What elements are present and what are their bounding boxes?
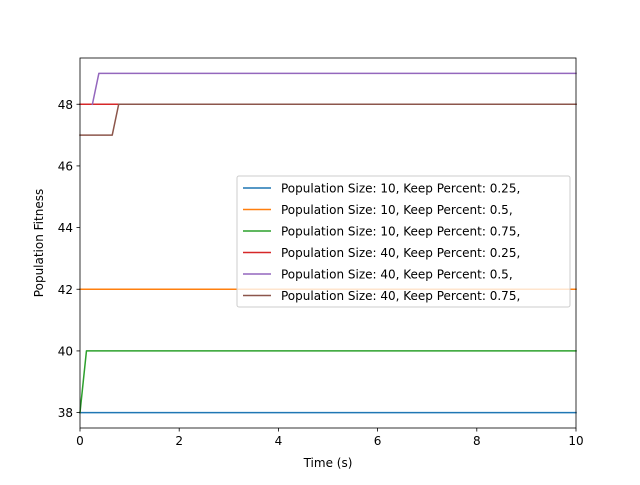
x-tick-label: 2 — [175, 434, 183, 448]
x-tick-label: 10 — [568, 434, 583, 448]
legend-label-5: Population Size: 40, Keep Percent: 0.5, — [281, 268, 513, 282]
series-layer — [79, 72, 577, 414]
x-tick-label: 8 — [473, 434, 481, 448]
legend-label-1: Population Size: 10, Keep Percent: 0.25, — [281, 182, 520, 196]
legend-box — [236, 175, 571, 308]
legend-label-2: Population Size: 10, Keep Percent: 0.5, — [281, 203, 513, 217]
legend-label-3: Population Size: 10, Keep Percent: 0.75, — [281, 225, 520, 239]
y-tick-label: 42 — [58, 283, 73, 297]
y-tick-label: 40 — [58, 344, 73, 358]
y-tick-label: 44 — [58, 221, 73, 235]
legend-label-6: Population Size: 40, Keep Percent: 0.75, — [281, 289, 520, 303]
y-tick-label: 38 — [58, 406, 73, 420]
y-axis-label: Population Fitness — [32, 189, 46, 297]
series-line-5 — [91, 72, 577, 106]
plot-frame — [79, 57, 577, 429]
series-line-6 — [79, 103, 577, 136]
x-tick-label: 6 — [374, 434, 382, 448]
y-tick-label: 46 — [58, 159, 73, 173]
legend: Population Size: 10, Keep Percent: 0.25,… — [236, 175, 571, 308]
x-tick-label: 0 — [76, 434, 84, 448]
x-axis-label: Time (s) — [303, 456, 353, 470]
x-tick-label: 4 — [275, 434, 283, 448]
y-tick-label: 48 — [58, 98, 73, 112]
legend-label-4: Population Size: 40, Keep Percent: 0.25, — [281, 246, 520, 260]
series-line-3 — [79, 350, 577, 414]
